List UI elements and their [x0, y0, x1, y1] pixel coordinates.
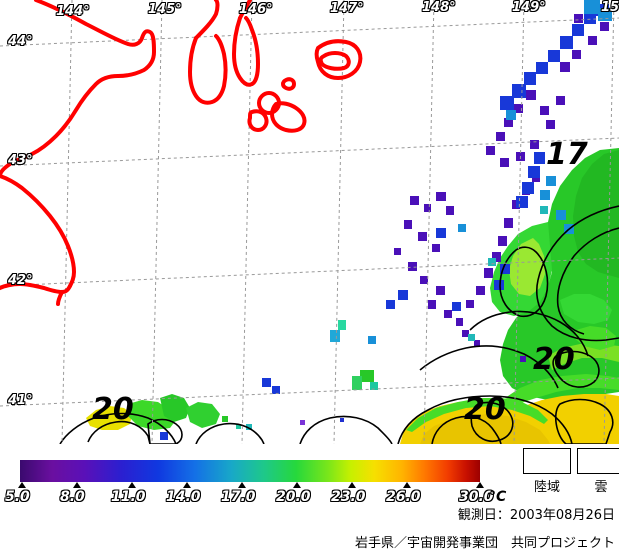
colorbar-tick-0 [18, 482, 26, 488]
colorbar-label-30: 30.0 [459, 489, 494, 505]
organization-credit-text: 岩手県／宇宙開発事業団 共同プロジェクト [354, 536, 615, 551]
lat-label-43: 43° [8, 153, 33, 168]
land-swatch-label: 陸域 [533, 480, 560, 495]
lat-label-41: 41° [8, 393, 33, 408]
colorbar-label-23: 23.0 [331, 489, 366, 505]
contour-label-20-south: 20 [464, 392, 506, 427]
graticule [0, 0, 619, 444]
sst-yellow-core [420, 414, 550, 444]
sst-speck-2 [236, 424, 241, 429]
sst-green-blob-sw3 [186, 402, 220, 428]
sst-yellow-blob-sw [86, 406, 132, 430]
sst-speck-7 [370, 382, 378, 390]
colorbar-tick-7 [403, 482, 411, 488]
sst-cold-patches-teal [246, 206, 548, 430]
contour-label-20-west: 20 [92, 392, 134, 427]
colorbar-tick-5 [293, 482, 301, 488]
land-swatch-box [523, 448, 571, 474]
sst-map-canvas[interactable]: 144° 145° 146° 147° 148° 149° 15 44° 43°… [0, 0, 619, 444]
coastline [0, 0, 363, 306]
sst-field [86, 0, 619, 444]
map-graphics [0, 0, 619, 444]
colorbar-tick-1 [73, 482, 81, 488]
lon-label-149: 149° [512, 0, 546, 15]
temperature-colorbar[interactable] [20, 460, 480, 482]
colorbar-label-17: 17.0 [221, 489, 256, 505]
lon-label-147: 147° [330, 1, 364, 16]
legend-swatch-cloud[interactable]: 雲 [577, 448, 619, 495]
colorbar-label-26: 26.0 [386, 489, 421, 505]
colorbar-label-11: 11.0 [111, 489, 146, 505]
colorbar-label-20: 20.0 [276, 489, 311, 505]
sst-green-fringe-south [406, 398, 548, 432]
lon-label-145: 145° [148, 2, 182, 17]
colorbar-unit-label: °C [489, 489, 507, 505]
colorbar-label-5: 5.0 [5, 489, 30, 505]
sst-green-blob-a [560, 294, 612, 324]
sst-speck-3 [300, 420, 305, 425]
colorbar-tick-6 [348, 482, 356, 488]
lat-label-44: 44° [8, 34, 33, 49]
colorbar-label-14: 14.0 [166, 489, 201, 505]
legend-panel: 5.0 8.0 11.0 14.0 17.0 20.0 23.0 26.0 30… [0, 444, 619, 551]
lon-label-148: 148° [422, 0, 456, 15]
colorbar-tick-3 [183, 482, 191, 488]
contour-label-17: 17 [546, 137, 588, 172]
sst-speck-1 [222, 416, 228, 422]
lon-label-150: 15 [601, 0, 619, 15]
sst-speck-9 [338, 320, 346, 330]
sst-green-blob-sw2 [160, 394, 190, 422]
cloud-swatch-box [577, 448, 619, 474]
cloud-swatch-label: 雲 [594, 480, 608, 495]
colorbar-tick-8 [476, 482, 484, 488]
colorbar-label-8: 8.0 [60, 489, 85, 505]
contour-label-20-east: 20 [533, 342, 575, 377]
contour-lines [59, 205, 619, 444]
colorbar-tick-2 [128, 482, 136, 488]
sst-green-fringe-southeast [505, 374, 619, 404]
colorbar-tick-4 [238, 482, 246, 488]
legend-swatch-land[interactable]: 陸域 [523, 448, 571, 495]
observation-date-text: 観測日：2003年08月26日 [457, 508, 615, 523]
sst-green-blob-b [574, 326, 616, 350]
sst-speck-8 [330, 330, 340, 342]
sst-speck-4 [340, 418, 344, 422]
sst-speck-5 [360, 370, 374, 382]
lon-label-146: 146° [239, 2, 273, 17]
lon-label-144: 144° [56, 4, 90, 19]
lat-label-42: 42° [8, 273, 33, 288]
sst-speck-6 [352, 376, 362, 390]
sst-chartreuse-se [548, 344, 619, 370]
